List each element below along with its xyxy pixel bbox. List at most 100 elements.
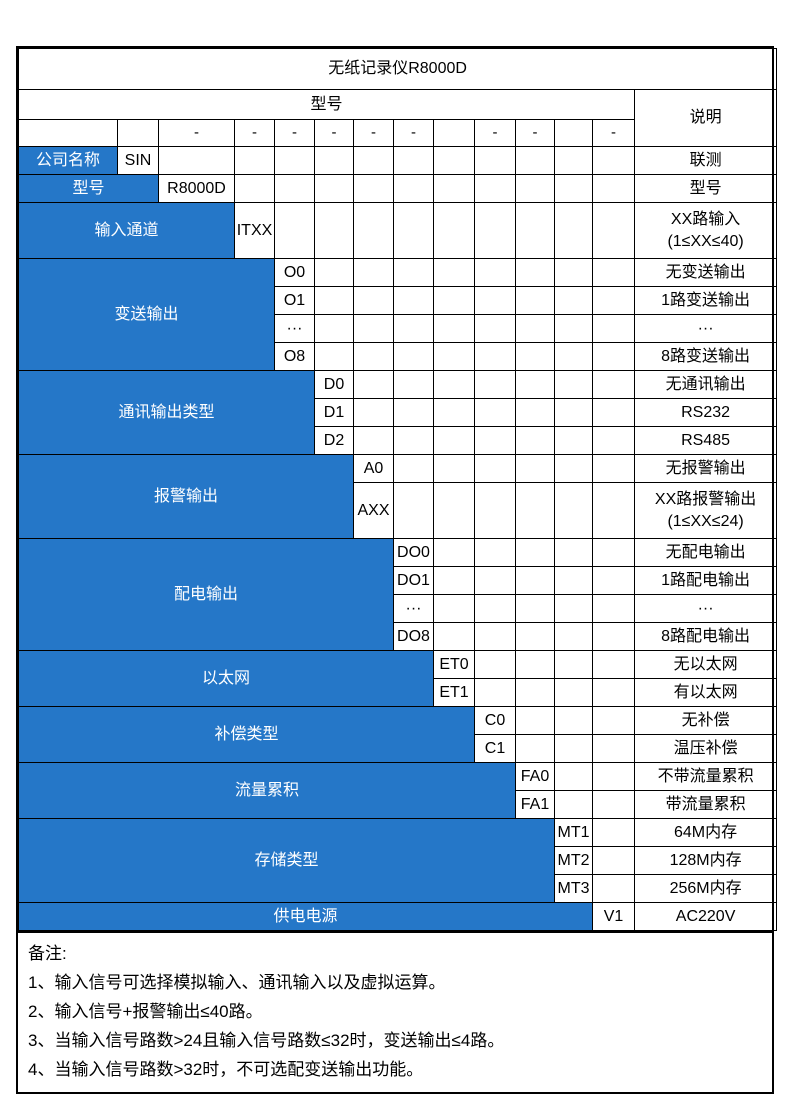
empty-cell xyxy=(515,454,555,483)
note-line: 1、输入信号可选择模拟输入、通讯输入以及虚拟运算。 xyxy=(28,973,446,992)
empty-cell xyxy=(592,258,635,287)
empty-cell xyxy=(234,146,275,175)
desc-cell: 无通讯输出 xyxy=(633,370,778,399)
empty-cell xyxy=(433,146,475,175)
desc-cell: XX路报警输出 (1≤XX≤24) xyxy=(633,482,778,539)
desc-cell: 联测 xyxy=(633,146,778,175)
empty-cell xyxy=(592,146,635,175)
code-cell: D1 xyxy=(314,398,354,427)
empty-cell xyxy=(592,846,635,875)
empty-cell xyxy=(515,398,555,427)
empty-cell xyxy=(474,174,516,203)
empty-cell xyxy=(554,398,593,427)
code-cell: AXX xyxy=(353,482,394,539)
desc-cell: XX路输入 (1≤XX≤40) xyxy=(633,202,778,259)
empty-cell xyxy=(314,146,354,175)
group-label-flow-accumulation: 流量累积 xyxy=(18,762,516,819)
empty-cell xyxy=(393,370,434,399)
empty-cell xyxy=(554,482,593,539)
empty-cell xyxy=(353,174,394,203)
empty-cell xyxy=(314,174,354,203)
empty-cell xyxy=(554,790,593,819)
empty-cell xyxy=(474,286,516,315)
desc-cell: 不带流量累积 xyxy=(633,762,778,791)
code-cell: O0 xyxy=(274,258,315,287)
group-label-compensation: 补偿类型 xyxy=(18,706,475,763)
empty-cell xyxy=(234,174,275,203)
empty-cell xyxy=(592,202,635,259)
empty-cell xyxy=(515,370,555,399)
empty-cell xyxy=(393,482,434,539)
desc-cell: ··· xyxy=(633,594,778,623)
code-cell: D2 xyxy=(314,426,354,455)
empty-cell xyxy=(592,566,635,595)
empty-cell xyxy=(474,342,516,371)
dash-cell: - xyxy=(592,119,635,147)
empty-cell xyxy=(158,146,235,175)
empty-cell xyxy=(274,146,315,175)
empty-cell xyxy=(474,314,516,343)
empty-cell xyxy=(515,678,555,707)
code-cell: ET1 xyxy=(433,678,475,707)
empty-cell xyxy=(474,454,516,483)
notes-title: 备注: xyxy=(28,944,67,963)
dash-cell: - xyxy=(158,119,235,147)
desc-cell: 无配电输出 xyxy=(633,538,778,567)
empty-cell xyxy=(554,314,593,343)
empty-cell xyxy=(554,286,593,315)
code-cell: A0 xyxy=(353,454,394,483)
group-label-input-channels: 输入通道 xyxy=(18,202,235,259)
empty-cell xyxy=(433,202,475,259)
empty-cell xyxy=(515,622,555,651)
empty-cell xyxy=(433,286,475,315)
desc-header: 说明 xyxy=(633,89,778,147)
dash-cell: - xyxy=(314,119,354,147)
empty-cell xyxy=(554,146,593,175)
empty-cell xyxy=(592,538,635,567)
empty-cell xyxy=(515,342,555,371)
empty-cell xyxy=(353,146,394,175)
code-cell: ··· xyxy=(393,594,434,623)
desc-line: (1≤XX≤24) xyxy=(667,512,744,530)
empty-cell xyxy=(515,146,555,175)
empty-cell xyxy=(515,174,555,203)
empty-cell xyxy=(474,482,516,539)
empty-cell xyxy=(592,818,635,847)
empty-cell xyxy=(515,650,555,679)
desc-cell: 无变送输出 xyxy=(633,258,778,287)
empty-cell xyxy=(474,426,516,455)
desc-cell: 有以太网 xyxy=(633,678,778,707)
desc-cell: 无补偿 xyxy=(633,706,778,735)
desc-cell: 型号 xyxy=(633,174,778,203)
empty-cell xyxy=(515,202,555,259)
empty-cell xyxy=(433,398,475,427)
empty-cell xyxy=(393,286,434,315)
code-cell: O8 xyxy=(274,342,315,371)
product-title: 无纸记录仪R8000D xyxy=(17,48,778,90)
dash-cell: - xyxy=(515,119,555,147)
empty-cell xyxy=(433,174,475,203)
empty-cell xyxy=(554,258,593,287)
dash-cell: - xyxy=(274,119,315,147)
group-label-comm-output: 通讯输出类型 xyxy=(18,370,315,455)
spec-sheet: 无纸记录仪R8000D 型号 说明 - - - - - - - - - 公司名称… xyxy=(16,46,778,1094)
empty-cell xyxy=(554,622,593,651)
group-label-storage: 存储类型 xyxy=(18,818,555,903)
code-cell: DO1 xyxy=(393,566,434,595)
empty-cell xyxy=(515,314,555,343)
empty-cell xyxy=(592,370,635,399)
empty-cell xyxy=(433,314,475,343)
desc-cell: 无以太网 xyxy=(633,650,778,679)
code-cell: C0 xyxy=(474,706,516,735)
empty-cell xyxy=(474,258,516,287)
empty-cell xyxy=(393,174,434,203)
empty-cell xyxy=(274,202,315,259)
empty-cell xyxy=(554,370,593,399)
empty-cell xyxy=(393,314,434,343)
dash-cell xyxy=(554,119,593,147)
code-cell: MT2 xyxy=(554,846,593,875)
dash-cell: - xyxy=(353,119,394,147)
empty-cell xyxy=(393,146,434,175)
note-line: 2、输入信号+报警输出≤40路。 xyxy=(28,1002,263,1021)
empty-cell xyxy=(393,202,434,259)
